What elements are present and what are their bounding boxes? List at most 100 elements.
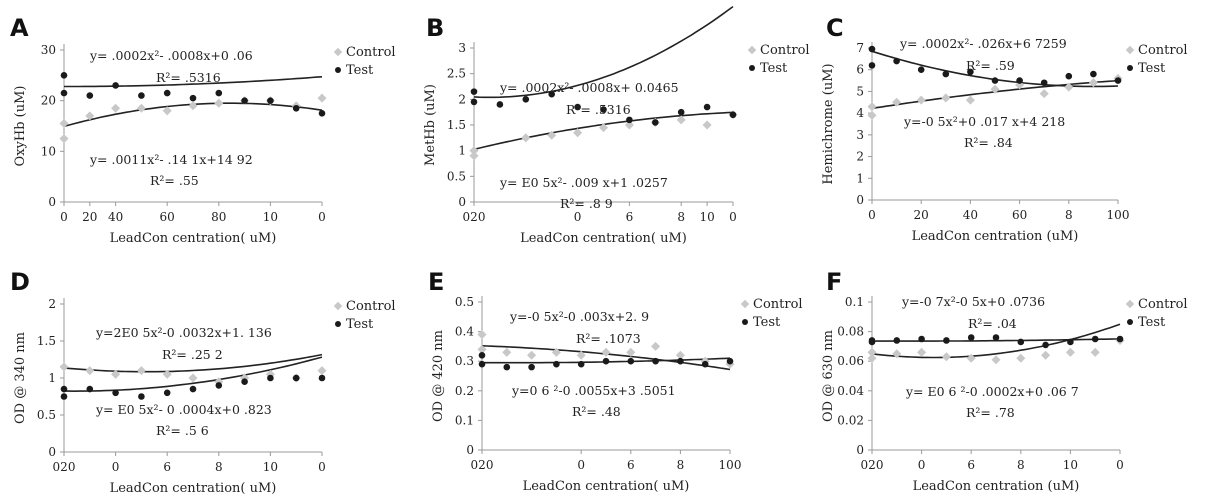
legend-test-label: Test: [753, 315, 781, 330]
test-point: [868, 62, 876, 69]
panel-letter: B: [426, 14, 444, 42]
x-tick-label: 100: [719, 458, 742, 472]
test-point: [1116, 335, 1124, 343]
control-point: [469, 146, 479, 156]
x-tick-label: 10: [263, 210, 278, 224]
test-point: [189, 94, 197, 102]
test-point: [677, 108, 685, 116]
control-point: [111, 103, 121, 113]
test-point: [943, 337, 950, 344]
y-tick-label: 0: [48, 195, 56, 209]
x-tick-label: 0: [318, 460, 326, 474]
test-point: [478, 360, 486, 368]
control-point: [1065, 347, 1075, 357]
y-tick-label: 0: [856, 443, 864, 457]
x-tick-label: 60: [160, 210, 175, 224]
test-point: [652, 357, 659, 365]
test-point: [992, 334, 1000, 341]
control-point: [867, 353, 877, 363]
control-point: [502, 347, 512, 357]
test-point: [138, 393, 145, 400]
control-point: [85, 111, 95, 121]
test-point: [496, 101, 504, 108]
control-point: [991, 355, 1001, 365]
x-tick-label: 6: [967, 458, 975, 472]
test-r-squared: R²= .04: [968, 316, 1017, 331]
test-r-squared: R²= .5316: [156, 70, 221, 85]
test-r-squared: R²= .5316: [566, 102, 631, 117]
x-axis-label: LeadCon centration (uM): [913, 479, 1080, 494]
legend-test-marker: [742, 319, 748, 325]
control-trendline: [63, 353, 323, 373]
x-tick-label: 8: [1017, 458, 1025, 472]
x-tick-label: 6: [627, 458, 635, 472]
test-point: [627, 357, 635, 365]
test-point: [967, 68, 974, 76]
y-tick-label: 3: [458, 41, 466, 55]
y-tick-label: 7: [856, 41, 864, 55]
legend-test-marker: [1127, 65, 1133, 71]
test-point: [917, 66, 925, 74]
legend-control-marker: [333, 47, 343, 57]
control-point: [521, 133, 531, 143]
y-axis-label: OxyHb (uM): [13, 86, 28, 167]
control-point: [966, 353, 976, 363]
x-tick-label: 0: [868, 208, 876, 222]
y-tick-label: 20: [41, 94, 56, 108]
test-point: [478, 351, 486, 359]
test-point: [729, 111, 737, 119]
y-tick-label: 4: [856, 106, 864, 120]
y-tick-label: 6: [856, 63, 864, 77]
test-point: [1016, 77, 1023, 84]
x-tick-label: 100: [1107, 208, 1130, 222]
control-point: [59, 118, 69, 128]
test-point: [60, 393, 68, 400]
test-equation: y=2E0 5x²-0 .0032x+1. 136: [95, 325, 272, 340]
test-point: [138, 92, 145, 99]
x-tick-label: 0: [729, 210, 737, 224]
y-tick-label: 0.5: [37, 408, 56, 422]
y-tick-label: 3: [856, 128, 864, 142]
y-tick-label: 0: [856, 193, 864, 207]
control-point: [867, 110, 877, 120]
test-point: [602, 357, 610, 365]
x-tick-label: 60: [1012, 208, 1027, 222]
test-trendline: [64, 76, 323, 88]
control-point: [188, 373, 198, 383]
y-tick-label: 0.5: [447, 169, 466, 183]
control-point: [867, 102, 877, 112]
x-tick-label: 8: [677, 458, 685, 472]
test-point: [868, 45, 876, 53]
y-tick-label: 0.3: [455, 354, 474, 368]
y-tick-label: 0.04: [837, 384, 864, 398]
x-tick-label: 8: [215, 460, 223, 474]
control-point: [702, 120, 712, 130]
x-tick-label: 8: [677, 210, 685, 224]
chart-panel-c: C 0 1 2 3 4 5 6 7 0 20 40 60 8 100 LeadCon centration (…: [821, 14, 1188, 244]
x-tick-label: 0: [60, 210, 68, 224]
legend-control-label: Control: [346, 299, 396, 314]
x-tick-label: 020: [463, 210, 486, 224]
test-point: [726, 357, 734, 365]
test-point: [548, 90, 555, 98]
y-tick-label: 0.06: [837, 354, 864, 368]
y-tick-label: 1: [458, 144, 466, 158]
legend-test-label: Test: [346, 317, 374, 332]
y-tick-label: 0.1: [455, 413, 474, 427]
y-tick-label: 30: [41, 43, 56, 57]
test-point: [1114, 77, 1122, 84]
panel-letter: E: [428, 268, 444, 296]
y-tick-label: 1.5: [447, 118, 466, 132]
test-point: [677, 357, 684, 365]
test-point: [241, 97, 248, 104]
test-trendline: [473, 5, 734, 99]
control-point: [1041, 350, 1051, 360]
y-tick-label: 0.1: [845, 295, 864, 309]
test-point: [1091, 335, 1099, 343]
y-axis-label: MetHb (uM): [423, 84, 438, 166]
test-point: [267, 97, 274, 104]
control-point: [162, 106, 172, 116]
test-point: [86, 385, 94, 393]
